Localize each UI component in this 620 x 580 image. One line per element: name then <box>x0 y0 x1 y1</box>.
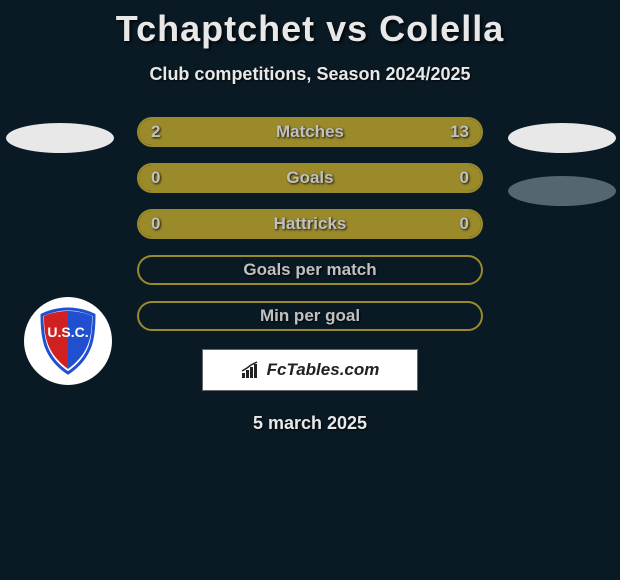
stat-label: Hattricks <box>274 214 347 234</box>
chart-icon <box>241 361 263 379</box>
decorative-ellipse <box>508 123 616 153</box>
stat-label: Goals per match <box>243 260 376 280</box>
watermark: FcTables.com <box>202 349 418 391</box>
stat-value-right: 0 <box>460 214 469 234</box>
svg-text:U.S.C.: U.S.C. <box>47 324 88 340</box>
stat-value-left: 0 <box>151 214 160 234</box>
watermark-text: FcTables.com <box>267 360 380 380</box>
stat-fill-left <box>139 119 187 145</box>
stat-label: Goals <box>286 168 333 188</box>
watermark-label: FcTables.com <box>241 360 380 380</box>
stat-value-left: 2 <box>151 122 160 142</box>
stat-row: Goals per match <box>137 255 483 285</box>
stat-row: 0 Hattricks 0 <box>137 209 483 239</box>
club-badge-left: U.S.C. <box>24 297 112 385</box>
date-label: 5 march 2025 <box>0 413 620 434</box>
stat-value-right: 0 <box>460 168 469 188</box>
shield-icon: U.S.C. <box>38 307 98 375</box>
stat-row: Min per goal <box>137 301 483 331</box>
stat-row: 0 Goals 0 <box>137 163 483 193</box>
stat-label: Min per goal <box>260 306 360 326</box>
stat-label: Matches <box>276 122 344 142</box>
stat-fill-left <box>139 165 310 191</box>
stat-value-left: 0 <box>151 168 160 188</box>
page-title: Tchaptchet vs Colella <box>0 0 620 50</box>
decorative-ellipse <box>508 176 616 206</box>
decorative-ellipse <box>6 123 114 153</box>
stat-fill-right <box>310 165 481 191</box>
stat-value-right: 13 <box>450 122 469 142</box>
stat-row: 2 Matches 13 <box>137 117 483 147</box>
subtitle: Club competitions, Season 2024/2025 <box>0 64 620 85</box>
stats-container: U.S.C. 2Matches130Goals00Hattricks0Goals… <box>0 117 620 331</box>
